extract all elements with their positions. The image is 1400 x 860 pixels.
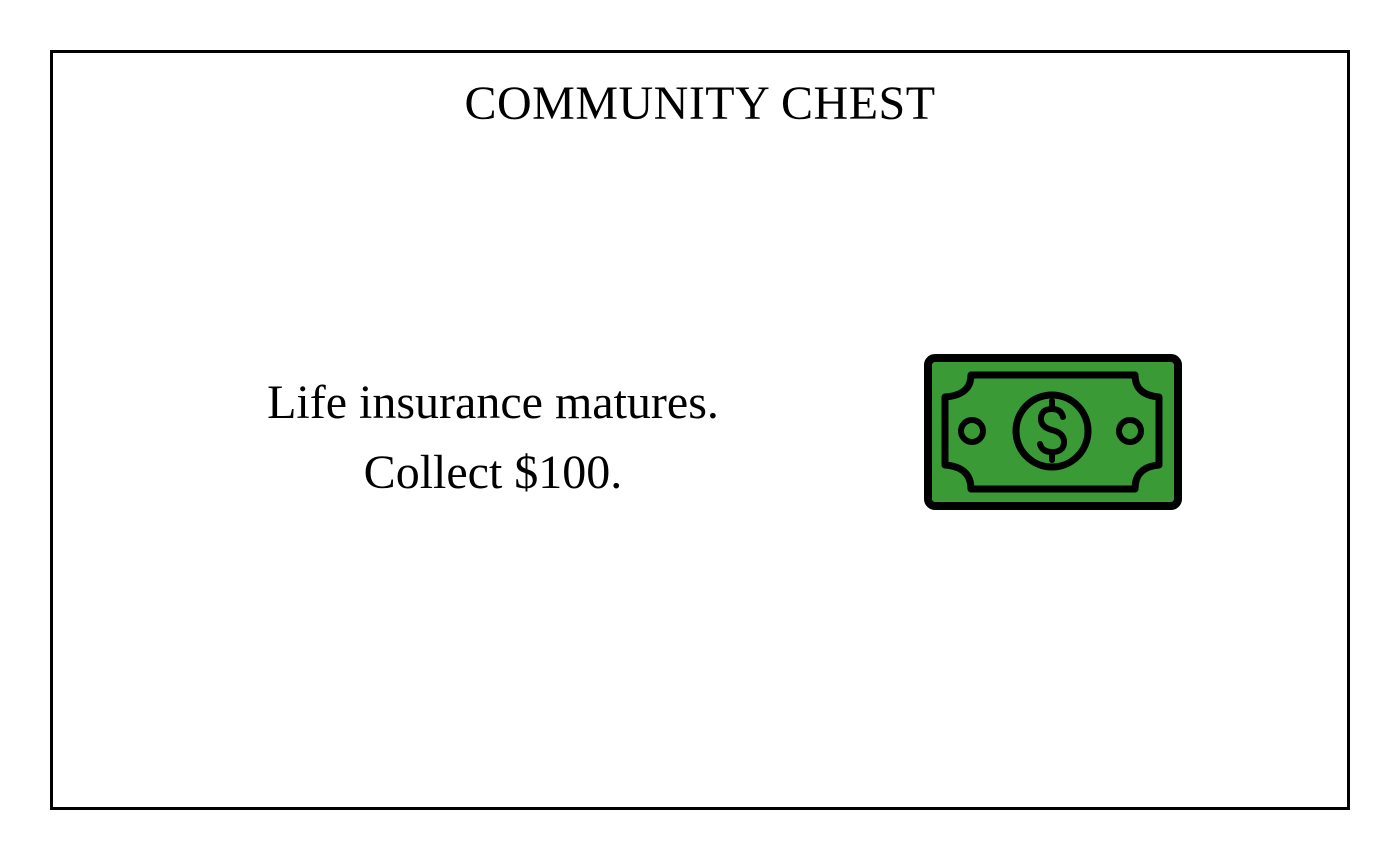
- card-message: Life insurance matures. Collect $100.: [193, 368, 793, 508]
- community-chest-card: COMMUNITY CHEST Life insurance matures. …: [50, 50, 1350, 810]
- card-title: COMMUNITY CHEST: [464, 77, 936, 130]
- money-bill-icon: [923, 353, 1183, 513]
- card-message-line-2: Collect $100.: [363, 446, 623, 499]
- card-message-line-1: Life insurance matures.: [267, 376, 719, 429]
